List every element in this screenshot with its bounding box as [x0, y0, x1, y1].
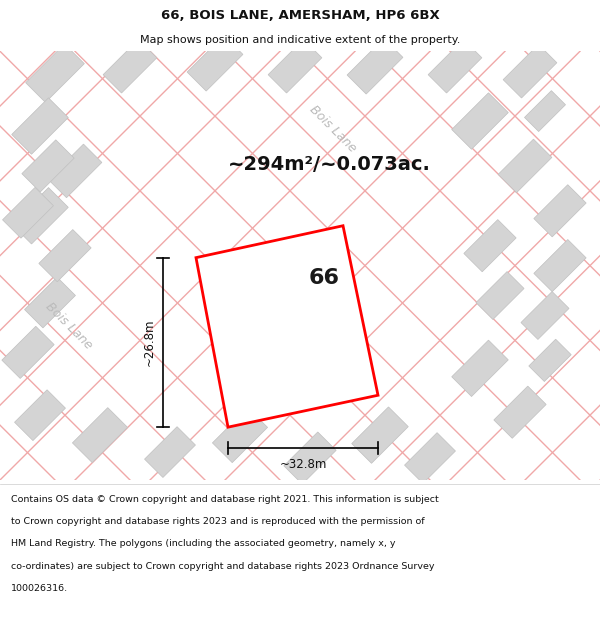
- Polygon shape: [187, 36, 243, 91]
- Polygon shape: [12, 98, 68, 154]
- Text: 66: 66: [308, 269, 340, 289]
- Polygon shape: [73, 408, 128, 462]
- Polygon shape: [464, 219, 516, 272]
- Polygon shape: [48, 144, 102, 198]
- Polygon shape: [404, 432, 455, 484]
- Polygon shape: [14, 390, 65, 441]
- Polygon shape: [529, 339, 571, 381]
- Polygon shape: [347, 38, 403, 94]
- Polygon shape: [145, 427, 196, 478]
- Polygon shape: [476, 272, 524, 319]
- Polygon shape: [196, 226, 378, 427]
- Text: HM Land Registry. The polygons (including the associated geometry, namely x, y: HM Land Registry. The polygons (includin…: [11, 539, 395, 549]
- Polygon shape: [498, 139, 552, 192]
- Polygon shape: [103, 39, 157, 93]
- Text: Bois Lane: Bois Lane: [307, 102, 359, 154]
- Polygon shape: [452, 340, 508, 396]
- Polygon shape: [521, 291, 569, 339]
- Polygon shape: [534, 239, 586, 292]
- Polygon shape: [452, 93, 508, 149]
- Polygon shape: [534, 185, 586, 237]
- Polygon shape: [494, 386, 546, 438]
- Text: 100026316.: 100026316.: [11, 584, 68, 593]
- Text: ~26.8m: ~26.8m: [143, 319, 155, 366]
- Polygon shape: [22, 140, 74, 192]
- Text: ~32.8m: ~32.8m: [280, 458, 326, 471]
- Text: to Crown copyright and database rights 2023 and is reproduced with the permissio: to Crown copyright and database rights 2…: [11, 517, 424, 526]
- Text: co-ordinates) are subject to Crown copyright and database rights 2023 Ordnance S: co-ordinates) are subject to Crown copyr…: [11, 562, 434, 571]
- Polygon shape: [268, 39, 322, 93]
- Polygon shape: [524, 91, 566, 131]
- Polygon shape: [2, 326, 54, 379]
- Polygon shape: [212, 408, 268, 462]
- Polygon shape: [26, 44, 85, 102]
- Text: 66, BOIS LANE, AMERSHAM, HP6 6BX: 66, BOIS LANE, AMERSHAM, HP6 6BX: [161, 9, 439, 22]
- Text: ~294m²/~0.073ac.: ~294m²/~0.073ac.: [228, 156, 431, 174]
- Polygon shape: [352, 407, 408, 463]
- Polygon shape: [39, 229, 91, 282]
- Text: Contains OS data © Crown copyright and database right 2021. This information is : Contains OS data © Crown copyright and d…: [11, 494, 439, 504]
- Polygon shape: [284, 432, 336, 484]
- Polygon shape: [2, 188, 53, 238]
- Text: Map shows position and indicative extent of the property.: Map shows position and indicative extent…: [140, 35, 460, 45]
- Polygon shape: [428, 39, 482, 93]
- Polygon shape: [12, 188, 68, 244]
- Text: Bois Lane: Bois Lane: [43, 299, 95, 352]
- Polygon shape: [25, 277, 76, 328]
- Polygon shape: [503, 44, 557, 98]
